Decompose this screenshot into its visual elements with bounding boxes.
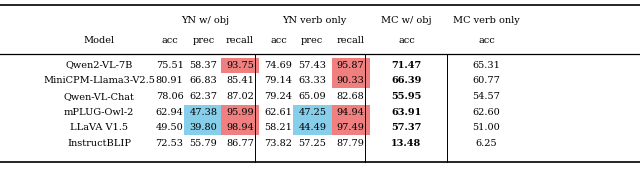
Text: acc: acc bbox=[398, 36, 415, 45]
Text: 94.94: 94.94 bbox=[337, 108, 365, 117]
Text: 98.94: 98.94 bbox=[226, 123, 254, 132]
FancyBboxPatch shape bbox=[332, 73, 370, 88]
Text: 57.37: 57.37 bbox=[391, 123, 422, 132]
Text: 58.21: 58.21 bbox=[264, 123, 292, 132]
Text: 97.49: 97.49 bbox=[337, 123, 365, 132]
Text: 66.83: 66.83 bbox=[189, 76, 218, 85]
Text: prec: prec bbox=[301, 36, 323, 45]
Text: MiniCPM-Llama3-V2.5: MiniCPM-Llama3-V2.5 bbox=[44, 76, 155, 85]
Text: 79.24: 79.24 bbox=[264, 92, 292, 101]
FancyBboxPatch shape bbox=[332, 58, 370, 73]
Text: acc: acc bbox=[478, 36, 495, 45]
Text: 73.82: 73.82 bbox=[264, 139, 292, 148]
Text: 78.06: 78.06 bbox=[156, 92, 184, 101]
Text: acc: acc bbox=[161, 36, 178, 45]
Text: MC verb only: MC verb only bbox=[453, 16, 520, 25]
Text: 87.79: 87.79 bbox=[337, 139, 365, 148]
Text: 72.53: 72.53 bbox=[156, 139, 184, 148]
Text: Model: Model bbox=[84, 36, 115, 45]
Text: mPLUG-Owl-2: mPLUG-Owl-2 bbox=[64, 108, 134, 117]
FancyBboxPatch shape bbox=[293, 105, 332, 120]
Text: 57.43: 57.43 bbox=[298, 61, 326, 70]
Text: 44.49: 44.49 bbox=[298, 123, 326, 132]
Text: 71.47: 71.47 bbox=[391, 61, 422, 70]
FancyBboxPatch shape bbox=[221, 105, 259, 120]
Text: 65.31: 65.31 bbox=[472, 61, 500, 70]
Text: 62.61: 62.61 bbox=[264, 108, 292, 117]
Text: 82.68: 82.68 bbox=[337, 92, 365, 101]
Text: 57.25: 57.25 bbox=[298, 139, 326, 148]
Text: Qwen-VL-Chat: Qwen-VL-Chat bbox=[64, 92, 134, 101]
Text: 60.77: 60.77 bbox=[472, 76, 500, 85]
Text: 86.77: 86.77 bbox=[226, 139, 254, 148]
FancyBboxPatch shape bbox=[221, 120, 259, 135]
Text: 63.33: 63.33 bbox=[298, 76, 326, 85]
Text: YN verb only: YN verb only bbox=[282, 16, 346, 25]
Text: 95.99: 95.99 bbox=[226, 108, 254, 117]
FancyBboxPatch shape bbox=[293, 120, 332, 135]
FancyBboxPatch shape bbox=[221, 58, 259, 73]
Text: 58.37: 58.37 bbox=[189, 61, 218, 70]
Text: 62.94: 62.94 bbox=[156, 108, 184, 117]
Text: 62.60: 62.60 bbox=[472, 108, 500, 117]
Text: 55.79: 55.79 bbox=[189, 139, 218, 148]
Text: 85.41: 85.41 bbox=[226, 76, 254, 85]
Text: 65.09: 65.09 bbox=[298, 92, 326, 101]
Text: 49.50: 49.50 bbox=[156, 123, 184, 132]
Text: 79.14: 79.14 bbox=[264, 76, 292, 85]
FancyBboxPatch shape bbox=[184, 120, 223, 135]
Text: 47.38: 47.38 bbox=[189, 108, 218, 117]
Text: 51.00: 51.00 bbox=[472, 123, 500, 132]
Text: 80.91: 80.91 bbox=[156, 76, 184, 85]
Text: 47.25: 47.25 bbox=[298, 108, 326, 117]
Text: MC w/ obj: MC w/ obj bbox=[381, 16, 432, 25]
Text: LLaVA V1.5: LLaVA V1.5 bbox=[70, 123, 128, 132]
Text: 55.95: 55.95 bbox=[391, 92, 422, 101]
Text: 87.02: 87.02 bbox=[226, 92, 254, 101]
Text: 90.33: 90.33 bbox=[337, 76, 365, 85]
Text: 95.87: 95.87 bbox=[337, 61, 365, 70]
Text: 13.48: 13.48 bbox=[391, 139, 422, 148]
Text: Qwen2-VL-7B: Qwen2-VL-7B bbox=[65, 61, 133, 70]
Text: 66.39: 66.39 bbox=[391, 76, 422, 85]
Text: InstructBLIP: InstructBLIP bbox=[67, 139, 131, 148]
Text: 62.37: 62.37 bbox=[189, 92, 218, 101]
Text: 93.75: 93.75 bbox=[226, 61, 254, 70]
Text: 54.57: 54.57 bbox=[472, 92, 500, 101]
FancyBboxPatch shape bbox=[332, 120, 370, 135]
Text: recall: recall bbox=[226, 36, 254, 45]
Text: 39.80: 39.80 bbox=[189, 123, 218, 132]
Text: 63.91: 63.91 bbox=[391, 108, 422, 117]
Text: prec: prec bbox=[193, 36, 214, 45]
FancyBboxPatch shape bbox=[184, 105, 223, 120]
Text: YN w/ obj: YN w/ obj bbox=[180, 16, 229, 25]
Text: recall: recall bbox=[337, 36, 365, 45]
Text: 75.51: 75.51 bbox=[156, 61, 184, 70]
Text: acc: acc bbox=[270, 36, 287, 45]
FancyBboxPatch shape bbox=[332, 105, 370, 120]
Text: 6.25: 6.25 bbox=[476, 139, 497, 148]
Text: 74.69: 74.69 bbox=[264, 61, 292, 70]
